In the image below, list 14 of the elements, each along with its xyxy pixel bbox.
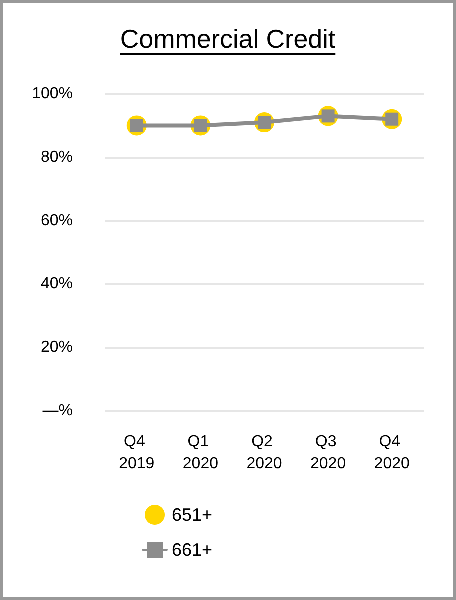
x-tick-label: Q3 2020 <box>310 434 346 472</box>
x-tick-label: Q4 2019 <box>119 434 155 472</box>
y-tick-label: 100% <box>32 86 73 102</box>
y-tick-label: —% <box>42 402 73 420</box>
y-tick-label: 20% <box>40 339 73 356</box>
y-tick-label: 80% <box>40 148 73 166</box>
x-tick-label: Q2 2020 <box>246 434 282 472</box>
y-tick-label: 40% <box>40 276 73 293</box>
x-tick-label: Q1 2020 <box>182 434 219 472</box>
legend-label: 661+ <box>172 540 213 560</box>
y-tick-label: 60% <box>40 212 73 230</box>
legend-label: 651+ <box>172 505 213 525</box>
chart-title: Commercial Credit <box>120 24 336 54</box>
x-tick-label: Q4 2020 <box>374 434 410 472</box>
